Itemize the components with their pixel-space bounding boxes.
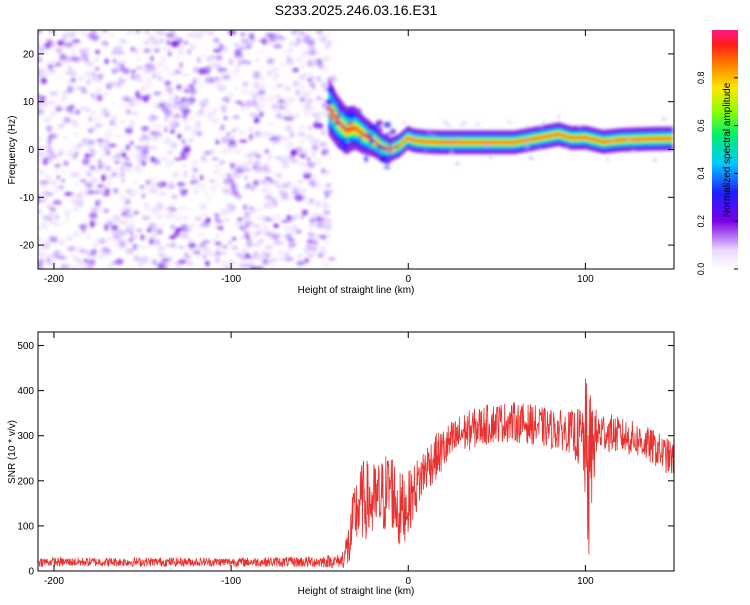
snr-xtick-label: 0 [405,576,411,587]
spectrogram-ytick-label: -10 [20,193,35,204]
spectrogram-ytick-label: 20 [23,49,35,60]
spectrogram-xlabel: Height of straight line (km) [298,285,415,296]
colorbar-tick-label: 0.0 [696,263,706,276]
spectrogram-xtick-label: 0 [405,274,411,285]
snr-xtick-label: 100 [577,576,594,587]
colorbar-tick-label: 0.8 [696,72,706,85]
spectrogram-ylabel: Frequency (Hz) [7,116,18,185]
snr-series-line [38,378,674,569]
spectrogram-ytick-label: -20 [20,241,35,252]
spectrogram-xtick-label: -100 [221,274,241,285]
colorbar-ticks: 0.0 0.2 0.4 0.6 0.8 [696,72,738,276]
snr-axes: -200 -100 0 100 0 100 200 300 400 500 [17,332,674,587]
snr-ylabel: SNR (10 * v/v) [7,420,18,484]
spectrogram-xtick-label: 100 [577,274,594,285]
snr-ytick-label: 0 [28,567,34,578]
spectrogram-ytick-label: 10 [23,97,35,108]
snr-xtick-label: -200 [44,576,64,587]
spectrogram-noise-layer [38,30,337,269]
snr-ytick-label: 500 [17,341,34,352]
colorbar-tick-label: 0.2 [696,215,706,228]
snr-ytick-label: 300 [17,431,34,442]
spectrogram-ridge-band [328,101,673,152]
spectrogram-ytick-label: 0 [28,145,34,156]
spectrogram-xtick-label: -200 [44,274,64,285]
snr-ytick-label: 100 [17,521,34,532]
colorbar-label: Normalized spectral amplitude [722,82,733,217]
snr-ytick-label: 200 [17,476,34,487]
snr-ytick-label: 400 [17,386,34,397]
colorbar-tick-label: 0.4 [696,167,706,180]
colorbar: 0.0 0.2 0.4 0.6 0.8 Normalized spectral ampl… [696,30,738,275]
colorbar-tick-label: 0.6 [696,119,706,132]
snr-xlabel: Height of straight line (km) [298,586,415,597]
spectrogram-ridge-band [328,104,673,151]
snr-background [38,332,674,571]
colorbar-gradient [712,30,738,269]
figure-title: S233.2025.246.03.16.E31 [275,2,438,18]
snr-frame [37,331,675,572]
spectrogram-ridge-layer [325,77,673,169]
snr-panel: -200 -100 0 100 0 100 200 300 400 500 Height of s… [7,331,675,597]
snr-xtick-label: -100 [221,576,241,587]
